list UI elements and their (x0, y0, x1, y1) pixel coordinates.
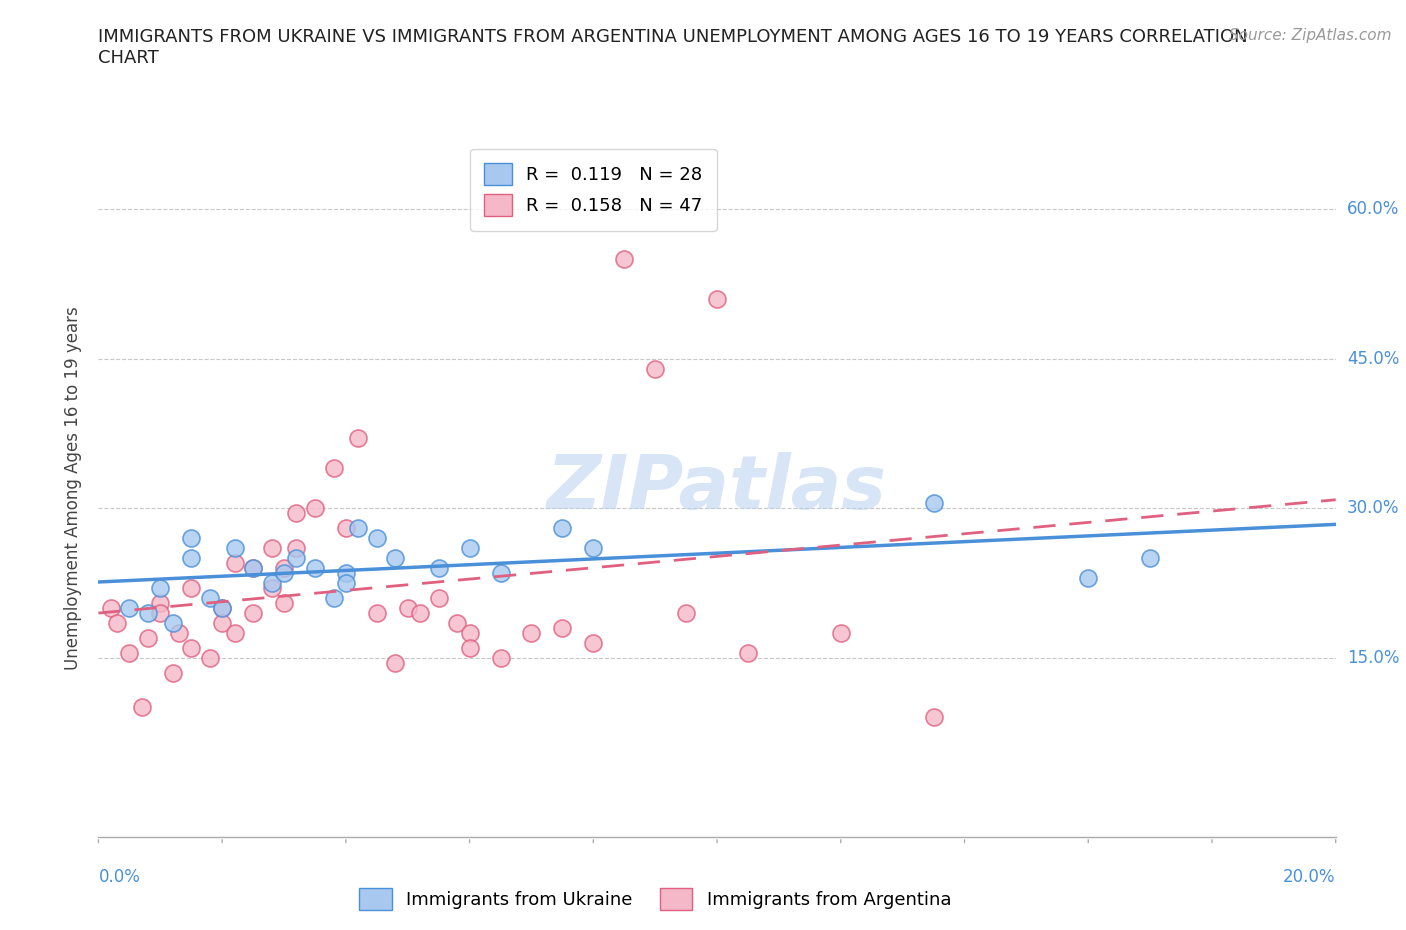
Text: 15.0%: 15.0% (1347, 648, 1399, 667)
Point (167, 625, 190, 640)
Point (830, 625, 852, 640)
Text: 0.0%: 0.0% (98, 868, 141, 885)
Point (242, 605, 264, 620)
Point (335, 565, 357, 580)
Point (384, 656, 406, 671)
Point (285, 540, 308, 555)
Point (551, 620, 574, 635)
Point (409, 605, 432, 620)
Point (347, 521, 370, 536)
Point (551, 521, 574, 536)
Point (384, 551, 406, 565)
Point (706, 291, 728, 306)
Point (458, 625, 481, 640)
Point (118, 601, 141, 616)
Point (366, 605, 388, 620)
Text: 60.0%: 60.0% (1347, 200, 1399, 219)
Point (322, 591, 344, 605)
Point (582, 635, 605, 650)
Point (224, 540, 246, 555)
Legend: Immigrants from Ukraine, Immigrants from Argentina: Immigrants from Ukraine, Immigrants from… (350, 879, 960, 919)
Text: 30.0%: 30.0% (1347, 499, 1399, 517)
Point (458, 540, 481, 555)
Point (118, 645, 141, 660)
Point (100, 601, 122, 616)
Point (396, 601, 419, 616)
Point (427, 591, 450, 605)
Point (347, 431, 370, 445)
Point (180, 551, 202, 565)
Point (285, 506, 308, 521)
Point (489, 650, 512, 665)
Point (131, 700, 153, 715)
Point (273, 565, 295, 580)
Point (335, 521, 357, 536)
Point (273, 561, 295, 576)
Point (285, 551, 308, 565)
Point (149, 595, 172, 610)
Point (489, 565, 512, 580)
Point (322, 461, 344, 476)
Point (211, 601, 233, 616)
Point (304, 561, 326, 576)
Point (198, 591, 221, 605)
Point (136, 631, 159, 645)
Point (520, 625, 543, 640)
Point (211, 601, 233, 616)
Point (737, 645, 759, 660)
Point (149, 605, 172, 620)
Point (180, 580, 202, 595)
Y-axis label: Unemployment Among Ages 16 to 19 years: Unemployment Among Ages 16 to 19 years (63, 306, 82, 671)
Point (675, 605, 697, 620)
Point (162, 665, 184, 680)
Point (180, 640, 202, 655)
Point (260, 580, 283, 595)
Point (613, 252, 636, 267)
Point (105, 616, 128, 631)
Point (366, 531, 388, 546)
Point (1077, 570, 1099, 585)
Point (446, 616, 468, 631)
Text: ZIPatlas: ZIPatlas (547, 452, 887, 525)
Point (198, 650, 221, 665)
Text: 20.0%: 20.0% (1284, 868, 1336, 885)
Point (149, 580, 172, 595)
Point (922, 496, 945, 511)
Point (162, 616, 184, 631)
Point (260, 540, 283, 555)
Text: IMMIGRANTS FROM UKRAINE VS IMMIGRANTS FROM ARGENTINA UNEMPLOYMENT AMONG AGES 16 : IMMIGRANTS FROM UKRAINE VS IMMIGRANTS FR… (98, 28, 1249, 67)
Point (180, 531, 202, 546)
Point (304, 500, 326, 515)
Point (211, 616, 233, 631)
Point (260, 576, 283, 591)
Point (1139, 551, 1161, 565)
Point (458, 640, 481, 655)
Point (273, 595, 295, 610)
Point (242, 561, 264, 576)
Point (136, 605, 159, 620)
Text: 45.0%: 45.0% (1347, 350, 1399, 367)
Point (242, 561, 264, 576)
Point (582, 540, 605, 555)
Point (427, 561, 450, 576)
Point (224, 625, 246, 640)
Text: Source: ZipAtlas.com: Source: ZipAtlas.com (1229, 28, 1392, 43)
Point (644, 361, 666, 376)
Point (335, 576, 357, 591)
Point (224, 555, 246, 570)
Point (922, 710, 945, 724)
